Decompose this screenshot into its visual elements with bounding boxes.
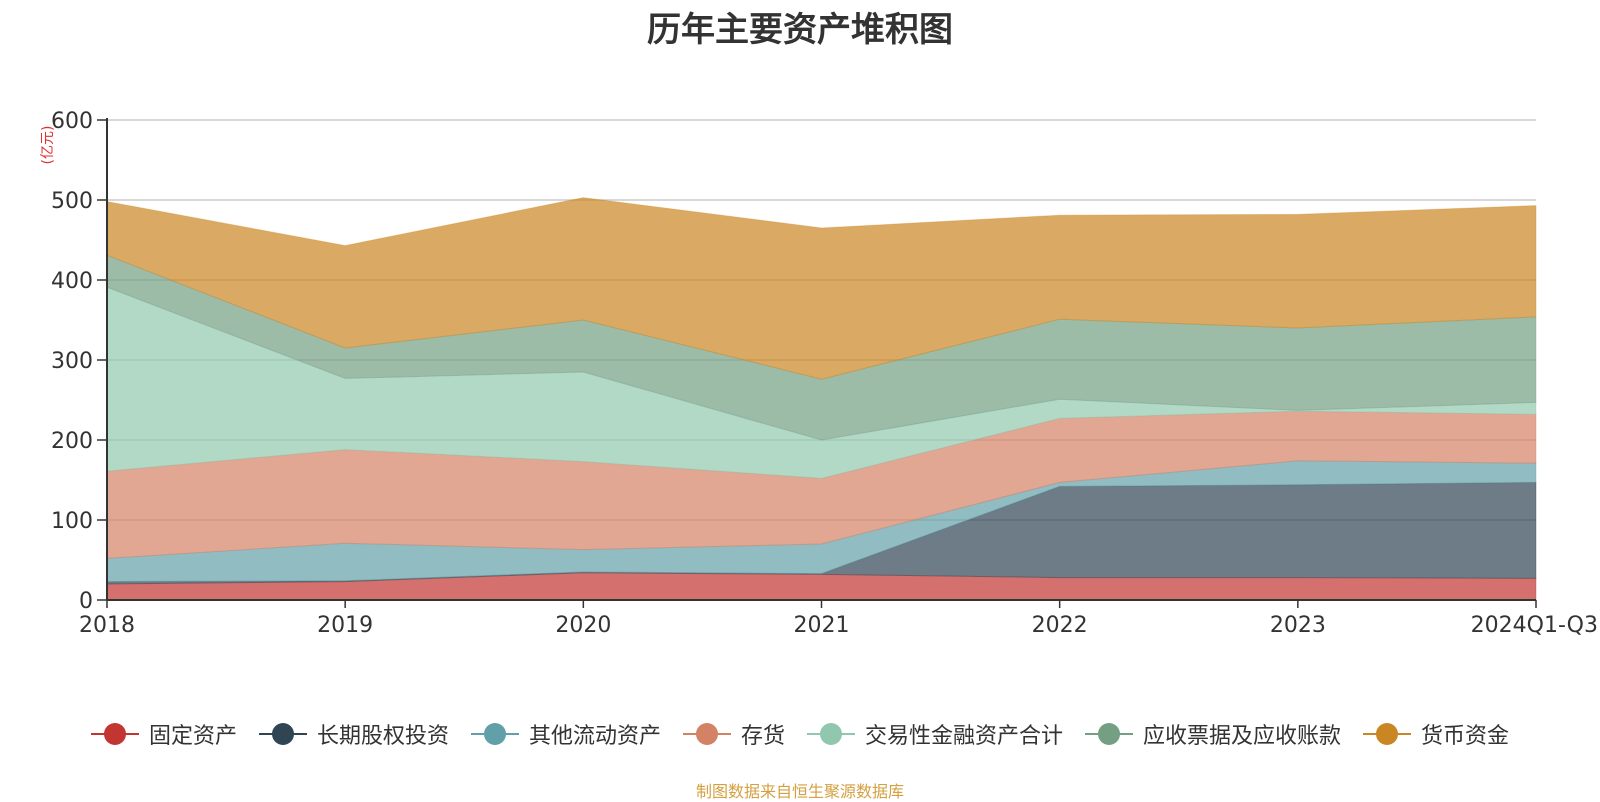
legend-marker-icon: [90, 722, 139, 746]
y-tick-label: 0: [79, 589, 93, 614]
legend-marker-icon: [807, 722, 855, 746]
x-tick-label: 2018: [79, 613, 135, 638]
y-tick-label: 100: [51, 509, 93, 534]
legend-marker-icon: [1085, 722, 1134, 746]
legend-item[interactable]: 其他流动资产: [470, 718, 661, 750]
area-layer: [106, 197, 1537, 601]
legend-marker-icon: [470, 722, 519, 746]
x-tick-label: 2022: [1032, 613, 1088, 638]
x-tick-label: 2023: [1270, 613, 1326, 638]
source-note: 制图数据来自恒生聚源数据库: [695, 782, 904, 801]
area-series-2: [106, 460, 1537, 583]
legend-item[interactable]: 货币资金: [1363, 718, 1509, 750]
x-tick-label: 2024Q1-Q3: [1471, 613, 1598, 638]
y-tick-label: 500: [51, 189, 93, 214]
y-tick-label: 300: [51, 349, 93, 374]
legend: 固定资产 长期股权投资 其他流动资产 存货 交易性金融资产合计 应收票据及应收账款 货币资金: [0, 718, 1600, 750]
legend-item[interactable]: 长期股权投资: [258, 718, 449, 750]
y-tick-label: 200: [51, 429, 93, 454]
legend-item[interactable]: 固定资产: [90, 718, 237, 750]
legend-label: 应收票据及应收账款: [1143, 724, 1342, 749]
legend-marker-icon: [682, 722, 731, 746]
legend-item[interactable]: 应收票据及应收账款: [1085, 718, 1341, 750]
legend-label: 长期股权投资: [316, 724, 449, 749]
area-series-6: [106, 197, 1537, 380]
axis-layer: 0 100 200 300 400 500 600 2018 2019 2020 2021 2022 2…: [51, 109, 1598, 638]
legend-marker-icon: [1363, 722, 1412, 746]
legend-label: 其他流动资产: [528, 724, 661, 749]
legend-item[interactable]: 存货: [682, 718, 785, 750]
legend-marker-icon: [258, 722, 307, 746]
legend-item[interactable]: 交易性金融资产合计: [807, 718, 1063, 750]
x-tick-label: 2020: [555, 613, 611, 638]
y-axis-unit-label: (亿元): [40, 125, 56, 165]
legend-label: 交易性金融资产合计: [865, 724, 1064, 749]
x-tick-label: 2021: [794, 613, 850, 638]
area-series-3: [106, 410, 1537, 559]
legend-label: 货币资金: [1421, 724, 1510, 749]
legend-label: 固定资产: [148, 724, 237, 749]
chart-title: 历年主要资产堆积图: [647, 10, 953, 50]
x-tick-label: 2019: [317, 613, 373, 638]
y-tick-label: 400: [51, 269, 93, 294]
y-tick-label: 600: [51, 109, 93, 134]
legend-label: 存货: [740, 724, 785, 749]
